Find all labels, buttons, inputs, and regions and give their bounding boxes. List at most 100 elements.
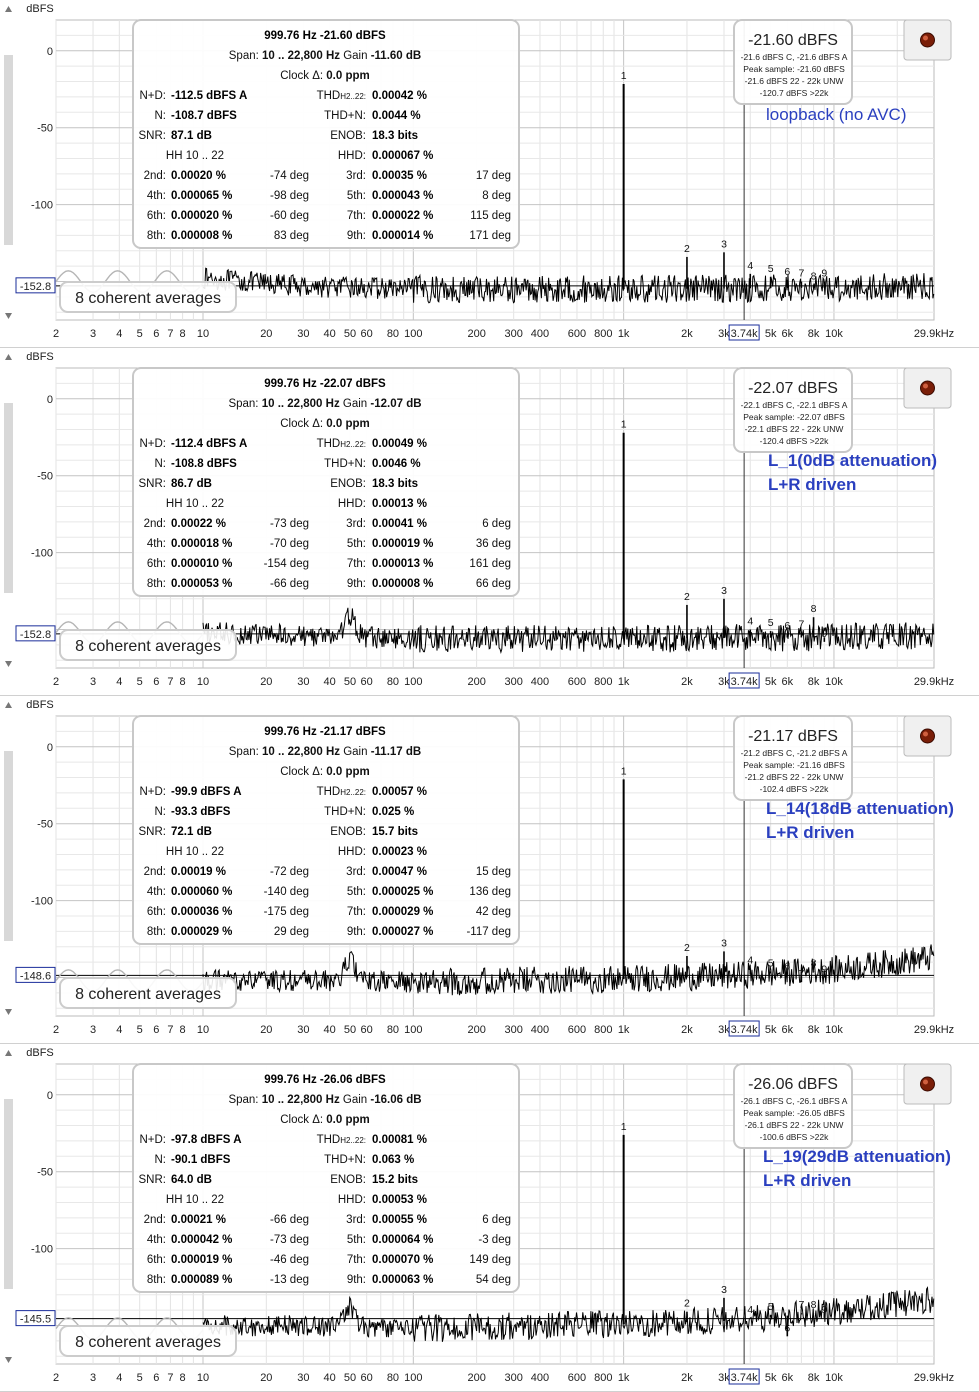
thdn-value: 0.0044 % [372, 110, 421, 122]
harmonic-row-value: 0.000020 % [171, 210, 232, 222]
x-tick-label: 20 [260, 1372, 272, 1384]
harmonic-5-label: 5 [768, 957, 774, 969]
harmonic-row-label: 3rd: [346, 518, 366, 530]
harmonic-row-value: 0.000065 % [171, 190, 232, 202]
harmonic-row-label: 5th: [347, 886, 366, 898]
thd-label: THDH2..22: [317, 438, 366, 450]
x-tick-label: 600 [568, 1024, 586, 1036]
harmonic-row-value: 0.000014 % [372, 230, 433, 242]
x-tick-label: 10k [825, 328, 843, 340]
stats-header: 999.76 Hz -21.17 dBFS [264, 726, 386, 738]
harmonic-row-phase: 42 deg [476, 906, 511, 918]
harmonic-row-label: 6th: [147, 906, 166, 918]
harmonic-row-phase: -70 deg [270, 538, 309, 550]
x-tick-label: 1k [618, 328, 630, 340]
peak-level-box: -26.06 dBFS -26.1 dBFS C, -26.1 dBFS A Pea… [733, 1063, 853, 1149]
x-tick-label: 30 [297, 1372, 309, 1384]
x-tick-label: 3 [90, 1372, 96, 1384]
noise-level-label: -152.8 [20, 629, 51, 641]
x-tick-label: 3k [718, 676, 730, 688]
thd-label: THDH2..22: [317, 786, 366, 798]
harmonic-row-value: 0.000018 % [171, 538, 232, 550]
n-value: -108.8 dBFS [171, 458, 237, 470]
clock-line: Clock Δ: 0.0 ppm [280, 1114, 370, 1126]
span-line: Span: 10 .. 22,800 Hz Gain -16.06 dB [228, 1094, 421, 1106]
x-tick-label: 200 [467, 1024, 485, 1036]
x-tick-label: 600 [568, 676, 586, 688]
annotation-note: loopback (no AVC) [766, 105, 906, 124]
averages-label: 8 coherent averages [75, 1334, 221, 1351]
n-value: -93.3 dBFS [171, 806, 231, 818]
harmonic-1-label: 1 [621, 419, 627, 431]
x-tick-label: 80 [387, 328, 399, 340]
thd-value: 0.00042 % [372, 90, 427, 102]
x-tick-label: 400 [531, 676, 549, 688]
harmonic-9-label: 9 [821, 628, 827, 640]
harmonic-row-label: 7th: [347, 1254, 366, 1266]
harmonic-row-label: 5th: [347, 1234, 366, 1246]
harmonic-row-phase: 54 deg [476, 1274, 511, 1286]
averages-label: 8 coherent averages [75, 986, 221, 1003]
thd-value: 0.00081 % [372, 1134, 427, 1146]
x-tick-label: 1k [618, 1024, 630, 1036]
y-tick-label: -100 [31, 1244, 53, 1256]
harmonic-row-phase: 171 deg [469, 230, 511, 242]
harmonic-8-label: 8 [811, 271, 817, 283]
noise-level-box [15, 625, 56, 642]
snr-value: 64.0 dB [171, 1174, 212, 1186]
harmonic-row-value: 0.000019 % [171, 1254, 232, 1266]
averages-label: 8 coherent averages [75, 638, 221, 655]
x-tick-label: 8k [808, 676, 820, 688]
x-tick-label: 8k [808, 1024, 820, 1036]
harmonic-row-phase: 66 deg [476, 578, 511, 590]
snr-label: SNR: [139, 826, 166, 838]
x-tick-label: 2k [681, 328, 693, 340]
cursor-label-box [728, 1368, 760, 1385]
x-tick-label: 20 [260, 328, 272, 340]
x-tick-label: 29.9kHz [914, 328, 954, 340]
harmonic-row-label: 7th: [347, 210, 366, 222]
x-tick-label: 3 [90, 328, 96, 340]
n-label: N: [155, 1154, 167, 1166]
x-tick-label: 40 [324, 328, 336, 340]
x-tick-label: 30 [297, 1024, 309, 1036]
nd-label: N+D: [139, 438, 166, 450]
peak-detail-line: -22.1 dBFS C, -22.1 dBFS A [741, 400, 848, 410]
hh-label: HH 10 .. 22 [166, 846, 224, 858]
scroll-up-icon [5, 354, 12, 360]
x-tick-label: 3k [718, 328, 730, 340]
thd-label: THDH2..22: [317, 1134, 366, 1146]
harmonic-9-label: 9 [821, 1304, 827, 1316]
noise-level-label: -148.6 [20, 970, 51, 982]
noise-level-box [15, 277, 56, 294]
record-icon-highlight [923, 383, 928, 389]
x-tick-label: 3 [90, 676, 96, 688]
spectrum-trace [202, 607, 935, 654]
stats-header: 999.76 Hz -21.60 dBFS [264, 30, 386, 42]
thdn-label: THD+N: [324, 458, 366, 470]
harmonic-row-value: 0.000027 % [372, 926, 433, 938]
harmonic-row-value: 0.000063 % [372, 1274, 433, 1286]
x-tick-label: 2 [53, 328, 59, 340]
x-tick-label: 2 [53, 1372, 59, 1384]
harmonic-row-label: 2nd: [144, 866, 166, 878]
harmonic-3-label: 3 [721, 1284, 727, 1296]
harmonic-4-label: 4 [747, 260, 753, 272]
cursor-freq-label: 3.74k [731, 1024, 758, 1036]
harmonic-row-label: 9th: [347, 578, 366, 590]
noise-level-box [15, 966, 56, 983]
x-tick-label: 400 [531, 328, 549, 340]
thdn-label: THD+N: [324, 110, 366, 122]
stats-box: 999.76 Hz -26.06 dBFS Span: 10 .. 22,800 … [132, 1063, 520, 1293]
x-tick-label: 7 [167, 328, 173, 340]
peak-detail-line: -21.2 dBFS C, -21.2 dBFS A [741, 748, 848, 758]
averages-box: 8 coherent averages [59, 281, 237, 313]
y-axis-label: dBFS [26, 3, 54, 15]
x-tick-label: 6k [781, 1024, 793, 1036]
x-tick-label: 60 [361, 328, 373, 340]
harmonic-row-phase: 29 deg [274, 926, 309, 938]
harmonic-row-value: 0.000029 % [171, 926, 232, 938]
y-tick-label: -50 [37, 123, 53, 135]
y-tick-label: 0 [47, 394, 53, 406]
